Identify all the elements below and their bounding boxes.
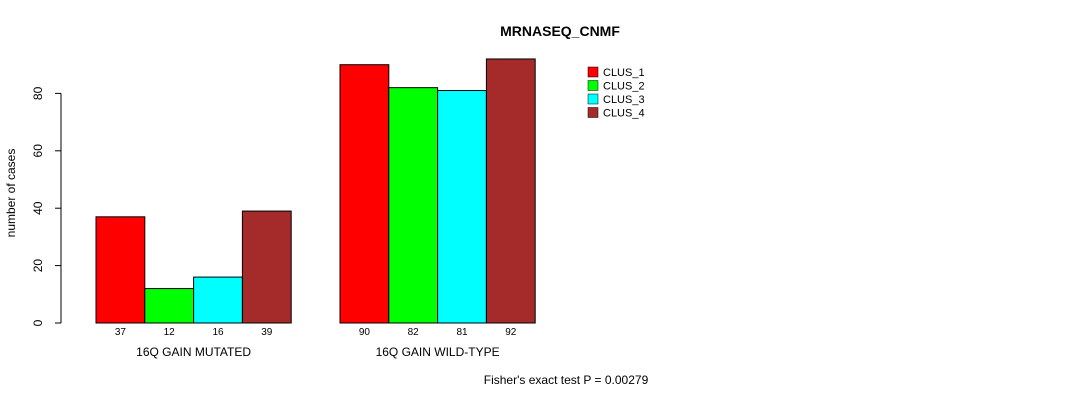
bar-clus-1 xyxy=(339,64,390,324)
legend-label: CLUS_3 xyxy=(603,94,645,106)
bar-value-label: 92 xyxy=(505,327,517,338)
bar-clus-1 xyxy=(95,216,146,324)
bar-value-label: 12 xyxy=(164,327,176,338)
legend-label: CLUS_2 xyxy=(603,81,645,93)
bar-clus-3 xyxy=(193,276,243,324)
y-tick-label: 20 xyxy=(31,259,45,273)
bars-layer: 37 12 16 39 90 82 81 92 xyxy=(95,58,536,338)
legend-label: CLUS_4 xyxy=(603,108,645,120)
bar-value-label: 16 xyxy=(212,327,224,338)
footnote: Fisher's exact test P = 0.00279 xyxy=(484,373,649,387)
bar-value-label: 39 xyxy=(261,327,273,338)
bar-clus-2 xyxy=(144,288,195,324)
bar-value-label: 37 xyxy=(115,327,127,338)
legend-label: CLUS_1 xyxy=(603,67,645,79)
legend-swatch xyxy=(587,93,599,105)
legend-swatch xyxy=(587,66,599,78)
y-tick-label: 0 xyxy=(31,319,45,326)
bar-value-label: 90 xyxy=(359,327,371,338)
y-tick-label: 40 xyxy=(31,201,45,215)
y-tick-label: 80 xyxy=(31,86,45,100)
bar-clus-3 xyxy=(437,90,487,324)
group-label: 16Q GAIN MUTATED xyxy=(136,345,251,359)
chart-title: MRNASEQ_CNMF xyxy=(500,23,620,39)
y-axis-label: number of cases xyxy=(4,149,18,238)
bar-clus-2 xyxy=(388,87,439,324)
bar-clus-4 xyxy=(241,210,292,324)
y-axis: 0 20 40 60 80 xyxy=(31,86,62,326)
bar-value-label: 82 xyxy=(408,327,420,338)
legend-swatch xyxy=(587,107,599,118)
y-tick-label: 60 xyxy=(31,144,45,158)
group-labels: 16Q GAIN MUTATED 16Q GAIN WILD-TYPE xyxy=(136,345,499,359)
legend-swatch xyxy=(587,80,599,91)
bar-value-label: 81 xyxy=(456,327,468,338)
group-label: 16Q GAIN WILD-TYPE xyxy=(376,345,500,359)
bar-clus-4 xyxy=(485,58,536,324)
